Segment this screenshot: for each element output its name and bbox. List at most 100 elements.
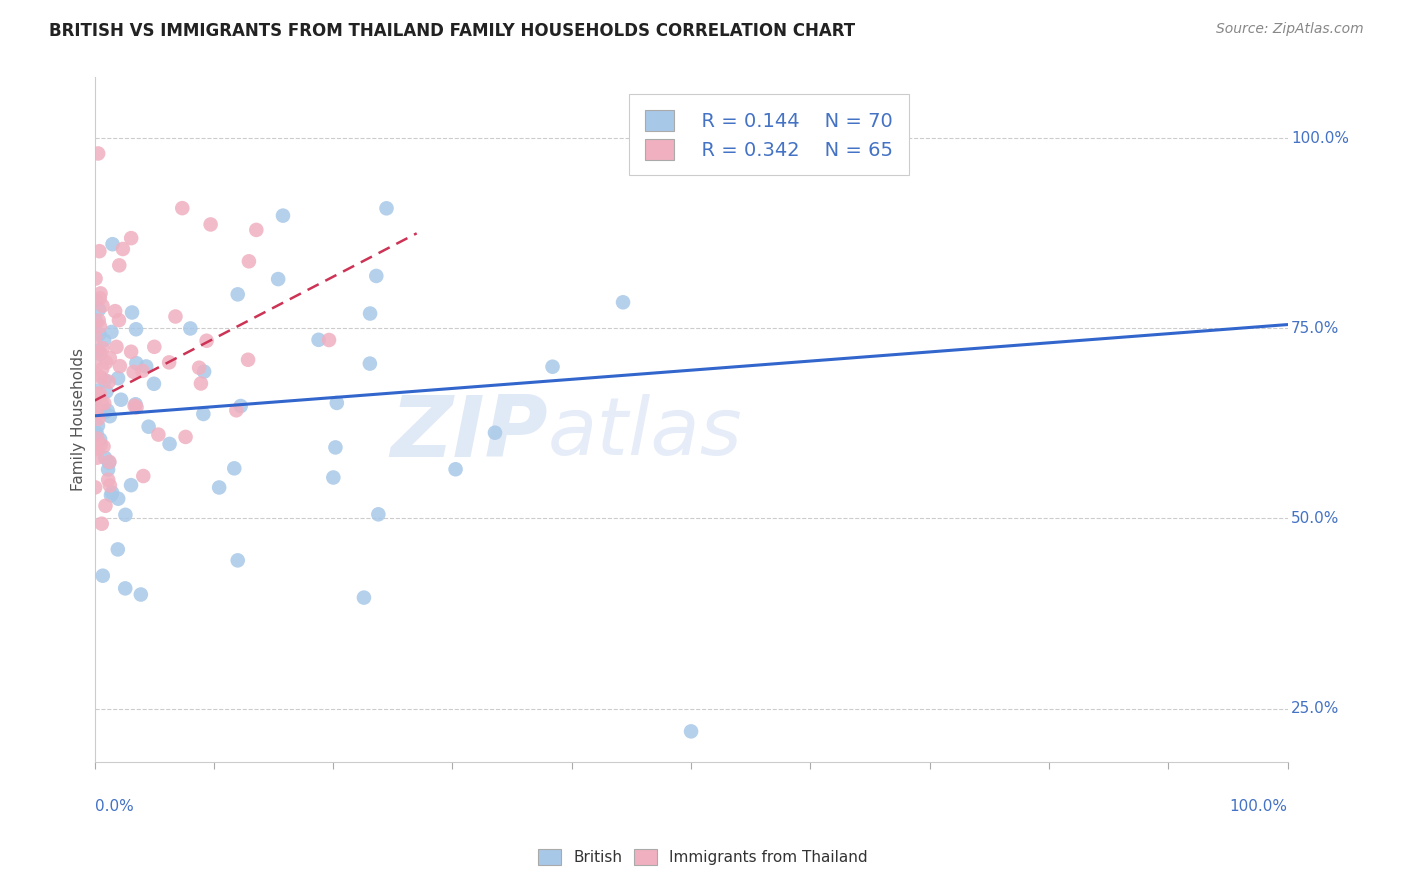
Point: [108, 359, 131, 373]
Point: [238, 254, 260, 268]
Point: [89, 326, 111, 341]
Point: [157, 355, 180, 369]
Point: [87, 412, 110, 426]
Point: [612, 295, 634, 310]
Point: [86, 367, 108, 381]
Point: [143, 340, 166, 354]
Point: [87, 302, 110, 317]
Point: [98, 456, 121, 470]
Point: [108, 313, 131, 327]
Point: [89, 244, 111, 259]
Point: [105, 340, 128, 354]
Point: [193, 365, 215, 379]
Point: [91, 568, 114, 582]
Point: [208, 480, 231, 494]
Point: [120, 478, 142, 492]
Point: [308, 333, 330, 347]
Point: [110, 392, 132, 407]
Point: [271, 209, 294, 223]
Point: [100, 325, 122, 339]
Point: [193, 407, 215, 421]
Point: [444, 462, 467, 476]
Point: [90, 437, 112, 451]
Point: [90, 370, 112, 384]
Point: [97, 462, 120, 476]
Point: [172, 201, 194, 215]
Legend: British, Immigrants from Thailand: British, Immigrants from Thailand: [531, 843, 875, 871]
Point: [179, 321, 201, 335]
Point: [159, 437, 181, 451]
Point: [86, 388, 108, 402]
Point: [125, 356, 148, 370]
Point: [101, 485, 124, 500]
Point: [97, 403, 120, 417]
Point: [195, 334, 218, 348]
Point: [90, 396, 112, 410]
Point: [86, 425, 108, 440]
Text: BRITISH VS IMMIGRANTS FROM THAILAND FAMILY HOUSEHOLDS CORRELATION CHART: BRITISH VS IMMIGRANTS FROM THAILAND FAMI…: [49, 22, 855, 40]
Point: [107, 491, 129, 506]
Point: [120, 231, 142, 245]
Point: [318, 333, 340, 347]
Text: 25.0%: 25.0%: [1291, 701, 1340, 716]
Point: [104, 304, 127, 318]
Point: [122, 365, 145, 379]
Point: [94, 499, 117, 513]
Point: [325, 441, 347, 455]
Point: [93, 440, 115, 454]
Point: [86, 450, 108, 465]
Point: [84, 480, 107, 494]
Point: [121, 305, 143, 319]
Point: [326, 396, 349, 410]
Point: [148, 427, 170, 442]
Point: [98, 478, 121, 492]
Point: [94, 450, 117, 465]
Point: [84, 330, 107, 344]
Point: [107, 542, 129, 557]
Point: [89, 345, 111, 359]
Point: [484, 425, 506, 440]
Text: atlas: atlas: [548, 394, 742, 472]
Point: [97, 473, 120, 487]
Point: [93, 396, 115, 410]
Point: [131, 364, 153, 378]
Point: [359, 357, 381, 371]
Point: [367, 508, 389, 522]
Point: [681, 724, 703, 739]
Point: [90, 516, 112, 531]
Point: [200, 218, 222, 232]
Point: [359, 306, 381, 320]
Point: [541, 359, 564, 374]
Point: [86, 407, 108, 421]
Point: [98, 409, 121, 424]
Point: [84, 355, 107, 369]
Point: [90, 286, 112, 301]
Point: [375, 202, 398, 216]
Point: [86, 344, 108, 359]
Text: 100.0%: 100.0%: [1291, 131, 1350, 145]
Point: [224, 461, 246, 475]
Point: [107, 371, 129, 385]
Point: [87, 146, 110, 161]
Point: [89, 347, 111, 361]
Point: [124, 397, 146, 411]
Point: [120, 344, 142, 359]
Point: [125, 322, 148, 336]
Y-axis label: Family Households: Family Households: [72, 348, 86, 491]
Point: [96, 384, 118, 399]
Point: [132, 469, 155, 483]
Point: [100, 488, 122, 502]
Text: 0.0%: 0.0%: [94, 799, 134, 814]
Point: [124, 399, 146, 413]
Text: Source: ZipAtlas.com: Source: ZipAtlas.com: [1216, 22, 1364, 37]
Point: [86, 432, 108, 446]
Point: [245, 223, 267, 237]
Point: [87, 387, 110, 401]
Point: [91, 299, 114, 313]
Point: [91, 341, 114, 355]
Point: [97, 375, 120, 389]
Point: [225, 403, 247, 417]
Text: 100.0%: 100.0%: [1230, 799, 1288, 814]
Point: [129, 588, 152, 602]
Point: [174, 430, 197, 444]
